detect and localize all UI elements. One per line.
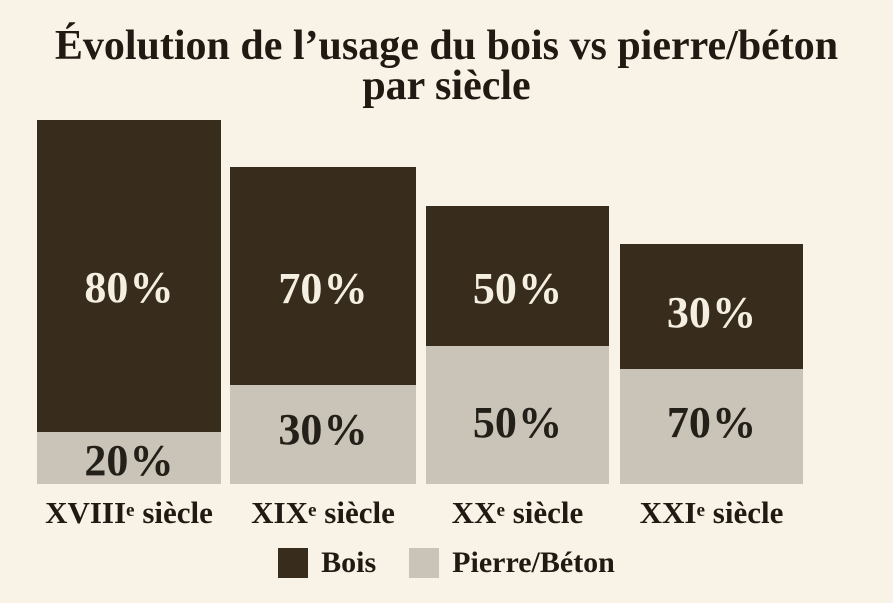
legend-item-pierre-beton: Pierre/Béton xyxy=(409,548,615,578)
legend-label-pierre-beton: Pierre/Béton xyxy=(452,546,615,579)
percent-label-pierre: 50 % xyxy=(472,397,563,447)
century-word: siècle xyxy=(705,495,784,530)
century-superscript: e xyxy=(496,499,505,521)
bar-group-20th-century: 50 % 50 % xyxy=(426,206,609,484)
century-roman: XXI xyxy=(639,495,697,530)
percent-label-pierre: 30 % xyxy=(278,405,368,454)
bois-segment: 70 % xyxy=(230,167,416,385)
century-roman: XVIII xyxy=(45,495,127,530)
legend-item-bois: Bois xyxy=(278,548,376,578)
century-superscript: e xyxy=(696,499,706,521)
pierre-beton-segment: 50 % xyxy=(426,346,609,484)
percent-label-pierre: 20 % xyxy=(84,435,174,485)
legend: Bois Pierre/Béton xyxy=(0,548,893,578)
pierre-beton-segment: 30 % xyxy=(230,385,416,484)
legend-swatch-pierre-beton xyxy=(409,548,440,578)
percent-label-bois: 70 % xyxy=(278,263,368,313)
bar-group-19th-century: 70 % 30 % xyxy=(230,167,416,484)
percent-label-bois: 30 % xyxy=(666,288,757,337)
legend-label-bois: Bois xyxy=(321,546,377,579)
chart-title: Évolution de l’usage du bois vs pierre/b… xyxy=(0,23,893,109)
chart-title-line2: par siècle xyxy=(362,63,531,109)
pierre-beton-segment: 70 % xyxy=(620,369,803,484)
bar-group-21st-century: 30 % 70 % xyxy=(620,244,803,484)
century-roman: XIX xyxy=(251,495,308,530)
century-word: siècle xyxy=(504,495,584,530)
percent-label-bois: 80 % xyxy=(84,262,174,312)
bar-group-18th-century: 80 % 20 % xyxy=(37,120,221,485)
century-word: siècle xyxy=(316,495,395,530)
axis-label-21st-century: XXIe siècle xyxy=(620,496,803,535)
century-roman: XX xyxy=(451,495,497,530)
axis-label-19th-century: XIXe siècle xyxy=(230,496,416,535)
bois-segment: 30 % xyxy=(620,244,803,369)
century-superscript: e xyxy=(307,499,317,521)
bois-segment: 80 % xyxy=(37,120,221,432)
pierre-beton-segment: 20 % xyxy=(37,432,221,485)
century-superscript: e xyxy=(126,499,135,521)
percent-label-pierre: 70 % xyxy=(666,398,757,447)
axis-label-20th-century: XXe siècle xyxy=(426,496,609,535)
percent-label-bois: 50 % xyxy=(472,263,563,313)
century-word: siècle xyxy=(134,495,213,530)
legend-swatch-bois xyxy=(278,548,309,578)
chart-title-line1: Évolution de l’usage du bois vs pierre/b… xyxy=(54,23,839,69)
axis-label-18th-century: XVIIIe siècle xyxy=(37,496,221,535)
bois-segment: 50 % xyxy=(426,206,609,346)
